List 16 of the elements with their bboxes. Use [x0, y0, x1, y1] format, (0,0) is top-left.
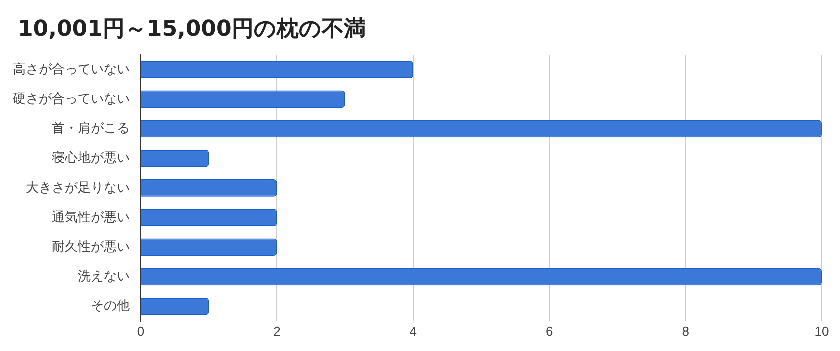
x-tick-label: 2: [274, 324, 281, 339]
y-tick-label: その他: [91, 298, 130, 314]
y-tick-label: 通気性が悪い: [52, 209, 130, 224]
y-tick-label: 大きさが足りない: [26, 180, 130, 195]
y-tick-label: 寝心地が悪い: [52, 150, 130, 166]
x-tick-label: 10: [814, 324, 830, 339]
x-tick-label: 8: [682, 324, 690, 339]
y-tick-label: 硬さが合っていない: [13, 90, 130, 106]
y-tick-label: 高さが合っていない: [13, 61, 130, 76]
y-tick-label: 首・肩がこる: [52, 120, 130, 136]
x-tick-label: 0: [137, 324, 145, 339]
x-tick-label: 4: [410, 324, 418, 339]
chart-title: 10,001円～15,000円の枕の不満: [18, 16, 366, 44]
y-tick-label: 洗えない: [78, 268, 130, 284]
y-tick-label: 耐久性が悪い: [52, 238, 130, 254]
x-tick-label: 6: [546, 324, 554, 339]
